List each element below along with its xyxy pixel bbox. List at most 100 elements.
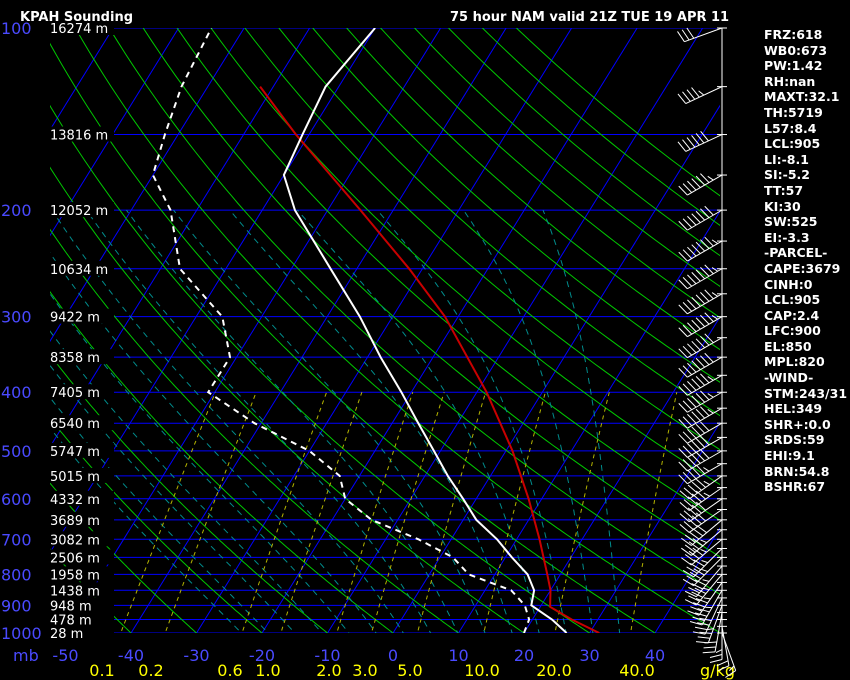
wind-barb-feather bbox=[687, 215, 697, 226]
wind-barb-feather bbox=[678, 220, 688, 231]
wind-barb-feather bbox=[691, 493, 702, 503]
wind-barb-feather bbox=[690, 606, 703, 612]
pressure-tick-label: 700 bbox=[1, 530, 32, 549]
wind-barb-feather bbox=[677, 141, 687, 152]
wind-barb-feather bbox=[682, 416, 693, 427]
wind-barb-feather bbox=[678, 418, 688, 429]
wind-barb bbox=[678, 373, 723, 396]
index-item: MPL:820 bbox=[764, 354, 825, 370]
wind-barb-feather bbox=[703, 480, 710, 485]
index-item: LCL:905 bbox=[764, 136, 821, 152]
mixing-ratio-tick-label: 0.2 bbox=[138, 661, 163, 680]
wind-barb-feather bbox=[678, 386, 688, 396]
wind-barb-feather bbox=[695, 438, 706, 448]
index-item: EI:-3.3 bbox=[764, 229, 810, 245]
pressure-unit-label: mb bbox=[13, 646, 39, 665]
wind-barb-feather bbox=[695, 490, 706, 500]
pressure-tick-label: 200 bbox=[1, 201, 32, 220]
wind-barb-feather bbox=[678, 461, 688, 472]
mixing-ratio-line bbox=[336, 392, 414, 633]
temperature-tick-label: 30 bbox=[579, 646, 599, 665]
wind-barb-feather bbox=[677, 31, 685, 42]
pressure-tick-label: 400 bbox=[1, 383, 32, 402]
wind-barb-feather bbox=[687, 428, 697, 439]
wind-barb bbox=[679, 509, 723, 533]
wind-barb-feather bbox=[687, 381, 697, 391]
wind-barb-feather bbox=[701, 568, 709, 573]
wind-barb-feather bbox=[691, 178, 701, 188]
wind-barb-feather bbox=[683, 510, 694, 520]
wind-barb-feather bbox=[678, 279, 688, 290]
index-item: CAPE:3679 bbox=[764, 260, 841, 276]
wind-barb-feather bbox=[700, 292, 710, 302]
wind-barb-feather bbox=[704, 205, 714, 216]
moist-adiabat bbox=[173, 209, 486, 633]
wind-barb-feather bbox=[695, 210, 706, 221]
dry-adiabat bbox=[108, 28, 720, 595]
wind-barb-feather bbox=[678, 403, 688, 413]
height-label: 1438 m bbox=[50, 584, 100, 599]
height-label-bg bbox=[48, 467, 114, 483]
wind-barb-feather bbox=[701, 560, 709, 564]
mixing-ratio-tick-label: 20.0 bbox=[536, 661, 572, 680]
wind-barb bbox=[678, 264, 723, 290]
isotherm-line bbox=[50, 28, 245, 343]
temperature-tick-label: -50 bbox=[52, 646, 78, 665]
index-item: CINH:0 bbox=[764, 276, 813, 292]
wind-barb-feather bbox=[686, 89, 696, 100]
wind-barb-feather bbox=[687, 343, 697, 354]
mixing-ratio-line bbox=[554, 392, 610, 633]
mixing-ratio-line bbox=[370, 392, 445, 633]
height-label: 9422 m bbox=[50, 311, 100, 326]
wind-barb-feather bbox=[709, 659, 723, 664]
wind-barb-feather bbox=[678, 304, 688, 315]
wind-barb-feather bbox=[678, 433, 688, 444]
wind-barb-feather bbox=[700, 406, 710, 417]
height-label: 13816 m bbox=[50, 129, 108, 144]
wind-barb-feather bbox=[695, 501, 706, 511]
wind-barb-feather bbox=[700, 267, 710, 277]
index-item: SRDS:59 bbox=[764, 432, 825, 448]
height-label: 16274 m bbox=[50, 22, 108, 37]
wind-barb-feather bbox=[683, 521, 694, 530]
wind-barb-feather bbox=[700, 355, 710, 366]
wind-barb bbox=[678, 352, 723, 378]
height-label: 948 m bbox=[50, 599, 92, 614]
wind-barb-feather bbox=[700, 390, 710, 401]
wind-barb bbox=[678, 312, 723, 338]
index-item: RH:nan bbox=[764, 73, 816, 89]
wind-barb-feather bbox=[687, 443, 697, 453]
moist-adiabat bbox=[463, 209, 594, 633]
moist-adiabat bbox=[51, 209, 404, 633]
wind-barb-feather bbox=[695, 175, 706, 186]
dry-adiabat bbox=[50, 353, 329, 633]
dry-adiabat bbox=[244, 28, 720, 451]
wind-barb-feather bbox=[691, 466, 701, 477]
wind-barb-feather bbox=[697, 608, 710, 613]
wind-barb-feather bbox=[691, 411, 701, 422]
wind-barb-feather bbox=[682, 91, 691, 102]
isotherm-line bbox=[261, 28, 638, 633]
moist-adiabat bbox=[125, 209, 459, 633]
index-item: FRZ:618 bbox=[764, 27, 823, 42]
wind-barb-feather bbox=[704, 264, 714, 275]
wind-barb-feather bbox=[687, 246, 697, 257]
wind-barb-feather bbox=[678, 327, 688, 338]
wind-barb-feather bbox=[695, 294, 706, 305]
height-label-bg bbox=[48, 384, 114, 400]
wind-barb-feather bbox=[695, 241, 706, 252]
wind-barb-shaft bbox=[695, 574, 723, 606]
isotherm-line bbox=[64, 28, 442, 633]
height-label: 8358 m bbox=[50, 351, 100, 366]
wind-barb-feather bbox=[716, 660, 729, 667]
wind-barb-feather bbox=[679, 513, 690, 523]
wind-barb-feather bbox=[700, 130, 709, 142]
temperature-trace bbox=[282, 28, 568, 633]
moist-adiabat bbox=[85, 209, 432, 633]
wind-barb-feather bbox=[700, 549, 707, 553]
wind-barb-shaft bbox=[704, 597, 723, 635]
temperature-tick-label: 40 bbox=[645, 646, 665, 665]
wind-barb bbox=[702, 612, 723, 654]
wind-barb-feather bbox=[698, 90, 705, 96]
wind-barb-feather bbox=[678, 185, 688, 196]
